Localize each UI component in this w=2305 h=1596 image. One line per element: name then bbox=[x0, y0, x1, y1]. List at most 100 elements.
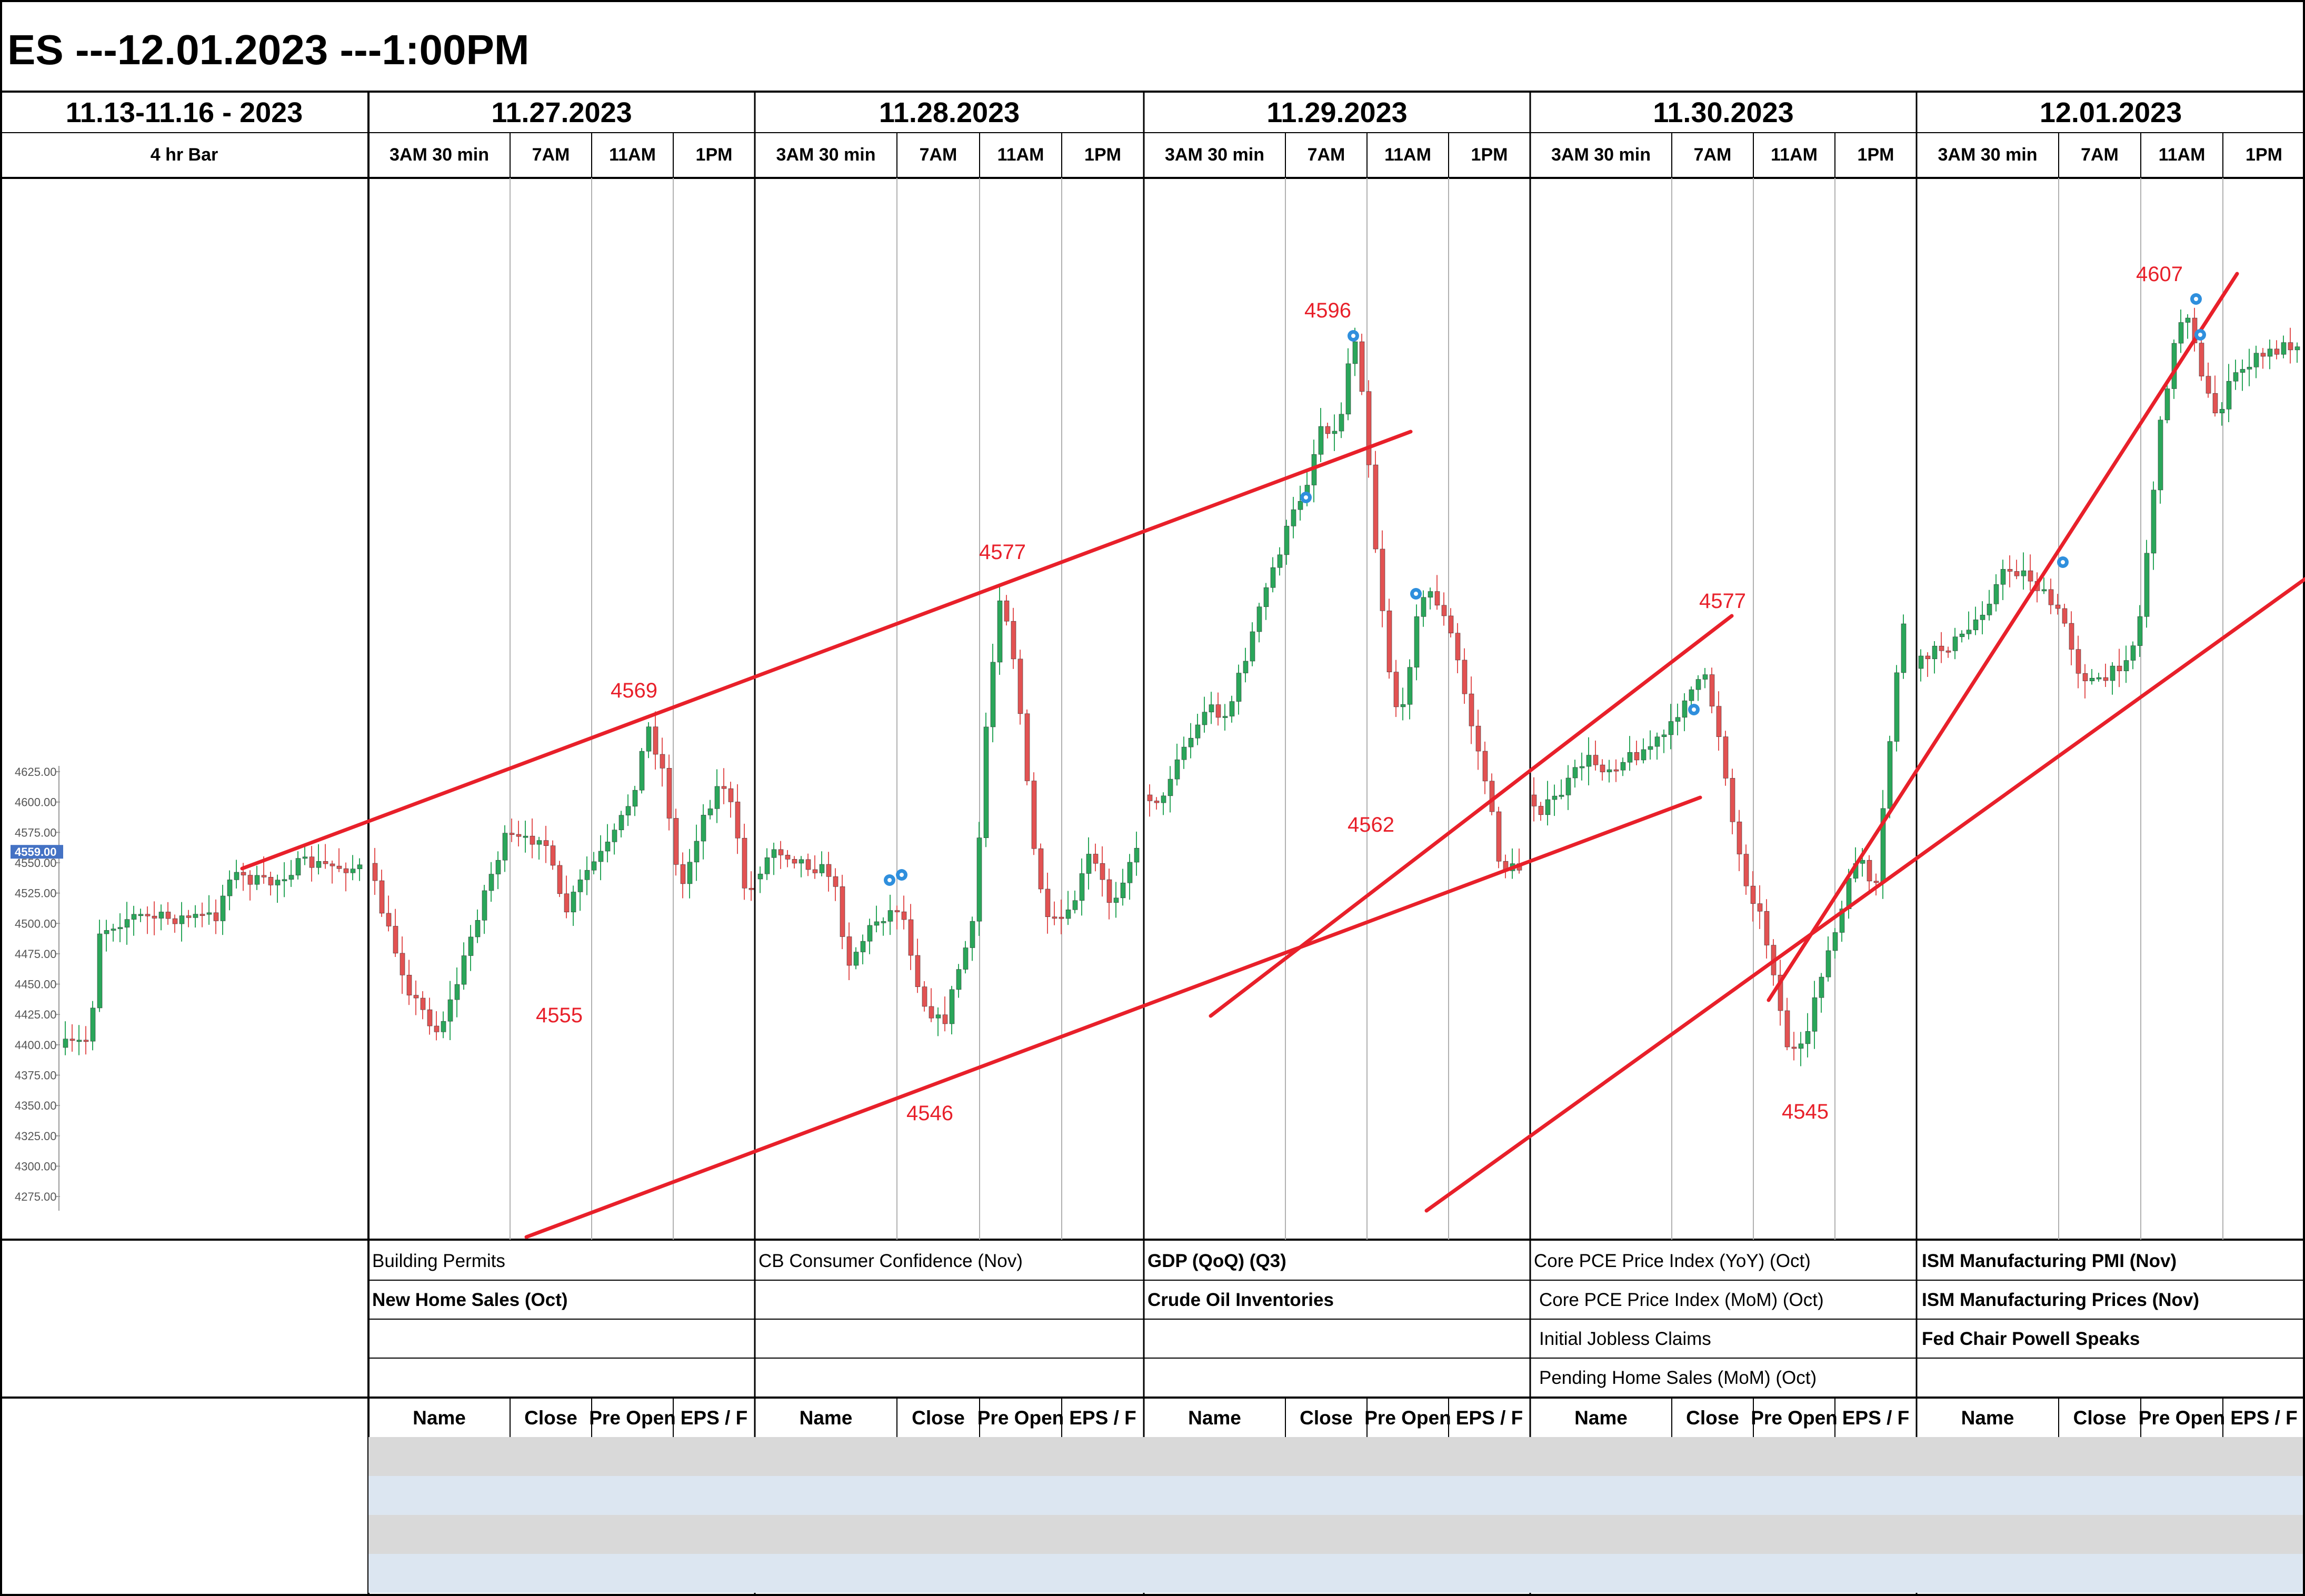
candle-body bbox=[413, 995, 419, 999]
candle-body bbox=[69, 1039, 75, 1041]
candle-body bbox=[1839, 909, 1845, 933]
candle-body bbox=[1462, 660, 1468, 694]
candle-body bbox=[220, 895, 226, 921]
candle-body bbox=[2117, 665, 2122, 671]
candle-body bbox=[1284, 526, 1290, 555]
table-header: Name bbox=[1574, 1407, 1628, 1429]
candle-body bbox=[618, 815, 624, 830]
candle-body bbox=[1414, 616, 1420, 668]
candle-body bbox=[468, 936, 474, 956]
candle-body bbox=[2041, 589, 2047, 592]
candle-body bbox=[1894, 672, 1900, 742]
candle-body bbox=[1147, 794, 1153, 801]
candle-body bbox=[584, 870, 590, 880]
candle-body bbox=[680, 864, 686, 884]
candle-body bbox=[1086, 854, 1092, 874]
y-tick-label: 4600.00 bbox=[15, 796, 57, 809]
candle-body bbox=[357, 864, 363, 869]
event-item: Fed Chair Powell Speaks bbox=[1922, 1329, 2140, 1349]
candle-body bbox=[1455, 633, 1461, 661]
table-row-band bbox=[368, 1476, 2303, 1515]
event-item: ISM Manufacturing PMI (Nov) bbox=[1922, 1251, 2177, 1271]
candle-body bbox=[956, 969, 962, 990]
candle-body bbox=[778, 849, 784, 855]
candle-body bbox=[1545, 799, 1551, 815]
candle-body bbox=[1867, 860, 1872, 882]
candle-body bbox=[1939, 645, 1944, 651]
candle-body bbox=[2096, 677, 2102, 680]
candle-body bbox=[83, 1040, 89, 1042]
column-subheader: 3AM 30 min bbox=[390, 144, 489, 165]
candle-body bbox=[1579, 766, 1585, 769]
candle-body bbox=[1345, 363, 1351, 415]
candle-body bbox=[2021, 570, 2027, 576]
table-header: Close bbox=[1686, 1407, 1739, 1429]
candle-body bbox=[111, 929, 116, 931]
column-subheader: 1PM bbox=[1084, 144, 1121, 165]
candle-body bbox=[2089, 677, 2095, 681]
page-title: ES ---12.01.2023 ---1:00PM bbox=[7, 26, 530, 73]
candle-body bbox=[1263, 587, 1269, 607]
candle-body bbox=[1359, 341, 1365, 392]
candle-body bbox=[1428, 591, 1433, 598]
event-item: Core PCE Price Index (MoM) (Oct) bbox=[1539, 1290, 1824, 1310]
candle-body bbox=[840, 886, 845, 937]
candle-body bbox=[427, 1009, 433, 1026]
candle-body bbox=[1730, 778, 1735, 822]
column-date-header: 11.27.2023 bbox=[491, 97, 632, 128]
trendlines bbox=[240, 272, 2305, 1239]
candle-body bbox=[227, 880, 233, 896]
column-subheader: 11AM bbox=[609, 144, 656, 165]
candle-body bbox=[400, 953, 405, 975]
candle-body bbox=[441, 1021, 446, 1032]
candle-body bbox=[990, 662, 996, 727]
candle-body bbox=[172, 918, 178, 924]
event-marker-dot bbox=[1351, 334, 1355, 338]
candle-body bbox=[2082, 673, 2088, 681]
candle-body bbox=[1959, 633, 1965, 637]
event-item: Building Permits bbox=[372, 1251, 505, 1271]
y-tick-label: 4525.00 bbox=[15, 887, 57, 900]
candle-body bbox=[860, 941, 866, 952]
candle-body bbox=[1993, 584, 1999, 604]
candle-body bbox=[1339, 414, 1344, 432]
candle-body bbox=[1538, 806, 1544, 815]
candle-body bbox=[1918, 655, 1924, 669]
y-tick-label: 4625.00 bbox=[15, 765, 57, 779]
candle-body bbox=[199, 914, 205, 916]
candle-body bbox=[530, 835, 535, 845]
candle-body bbox=[1654, 736, 1660, 747]
candle-body bbox=[2144, 553, 2150, 617]
event-marker-dot bbox=[1304, 495, 1308, 500]
y-tick-label: 4425.00 bbox=[15, 1008, 57, 1021]
candle-body bbox=[1393, 672, 1399, 707]
candle-body bbox=[1298, 501, 1303, 510]
candle-body bbox=[282, 879, 287, 881]
candle-body bbox=[1031, 781, 1037, 849]
candle-body bbox=[275, 880, 281, 885]
candle-body bbox=[1373, 464, 1379, 550]
candle-body bbox=[1120, 882, 1126, 899]
event-item: Pending Home Sales (MoM) (Oct) bbox=[1539, 1368, 1817, 1388]
candle-body bbox=[929, 1006, 934, 1019]
candle-body bbox=[1161, 795, 1166, 803]
candle-body bbox=[1407, 667, 1413, 705]
candle-body bbox=[1606, 769, 1612, 772]
y-tick-label: 4475.00 bbox=[15, 947, 57, 961]
y-tick-label: 4275.00 bbox=[15, 1190, 57, 1203]
candle-body bbox=[942, 1014, 948, 1024]
table-header: Close bbox=[912, 1407, 965, 1429]
price-annotation: 4607 bbox=[2136, 263, 2183, 286]
trendline bbox=[524, 795, 1702, 1239]
candle-body bbox=[970, 921, 975, 948]
candle-body bbox=[805, 859, 811, 870]
candle-body bbox=[2267, 348, 2273, 357]
candle-body bbox=[764, 857, 770, 874]
candle-body bbox=[343, 868, 349, 873]
candle-body bbox=[2274, 348, 2280, 355]
candle-body bbox=[97, 933, 103, 1009]
candle-body bbox=[1318, 426, 1324, 455]
